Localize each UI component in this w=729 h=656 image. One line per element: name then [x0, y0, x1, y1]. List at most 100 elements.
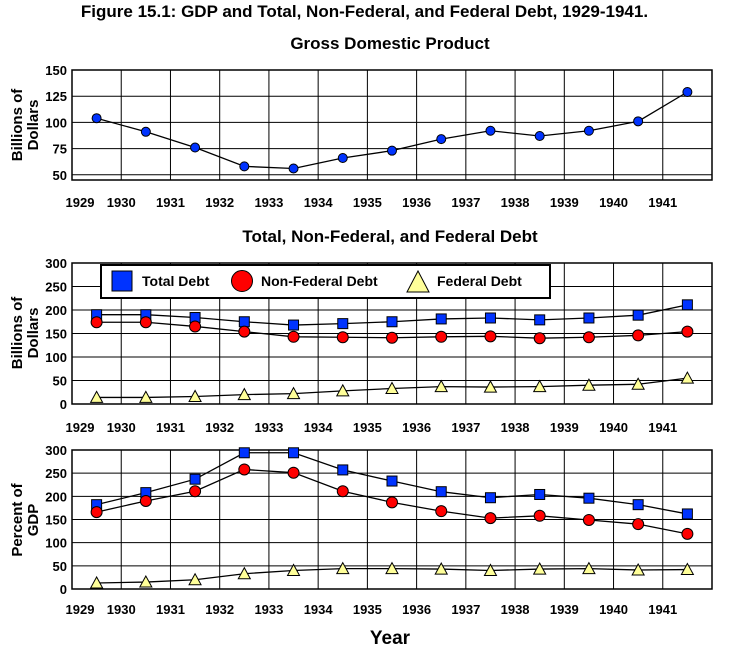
- y-tick-label: 50: [53, 168, 67, 183]
- y-tick-label: 100: [45, 115, 67, 130]
- x-tick-label: 1935: [353, 420, 382, 435]
- data-point-gdp: [436, 134, 447, 145]
- x-axis-title: Year: [369, 628, 411, 649]
- x-tick-label: 1930: [107, 602, 136, 617]
- y-tick-label: 100: [45, 536, 67, 551]
- data-point-gdp: [91, 113, 102, 124]
- y-axis-title-line: Percent of: [9, 482, 26, 556]
- series-total: [91, 447, 693, 520]
- y-tick-label: 200: [45, 303, 67, 318]
- x-tick-label: 1929: [66, 602, 95, 617]
- data-point-federal: [89, 575, 104, 589]
- y-tick-label: 250: [45, 280, 67, 295]
- data-point-federal: [139, 390, 153, 403]
- x-tick-label: 1930: [107, 420, 136, 435]
- data-point-nonfederal: [435, 330, 448, 343]
- x-tick-label: 1933: [254, 602, 283, 617]
- data-point-nonfederal: [386, 496, 398, 509]
- data-point-nonfederal: [90, 316, 103, 329]
- data-point-gdp: [534, 131, 545, 141]
- data-point-federal: [385, 561, 399, 575]
- x-tick-label: 1940: [599, 195, 628, 210]
- data-point-total: [484, 312, 496, 324]
- series-nonfederal: [90, 463, 694, 540]
- x-tick-label: 1934: [304, 420, 334, 435]
- data-point-total: [337, 464, 349, 476]
- x-tick-label: 1938: [501, 195, 530, 210]
- data-point-federal: [237, 566, 252, 580]
- x-tick-label: 1938: [501, 420, 530, 435]
- data-point-nonfederal: [336, 485, 349, 498]
- series-nonfederal: [90, 316, 694, 345]
- x-tick-label: 1934: [304, 602, 334, 617]
- x-tick-label: 1935: [353, 195, 382, 210]
- y-tick-label: 200: [45, 489, 67, 504]
- y-tick-label: 100: [45, 350, 67, 365]
- data-point-total: [681, 299, 693, 311]
- y-tick-label: 150: [45, 327, 67, 342]
- x-tick-label: 1936: [402, 602, 431, 617]
- data-point-total: [386, 475, 398, 487]
- data-point-nonfederal: [435, 505, 448, 518]
- data-point-total: [337, 318, 349, 330]
- x-tick-label: 1938: [501, 602, 530, 617]
- y-axis-title-line: Dollars: [25, 308, 42, 359]
- plot-frame: [71, 69, 713, 181]
- data-point-nonfederal: [189, 485, 202, 498]
- x-tick-label: 1936: [402, 195, 431, 210]
- y-tick-label: 150: [45, 63, 67, 78]
- legend-marker-federal: [406, 269, 430, 293]
- data-point-federal: [286, 563, 301, 576]
- y-axis-title: Billions ofDollars: [9, 88, 42, 162]
- data-point-gdp: [682, 87, 693, 97]
- data-point-nonfederal: [386, 331, 398, 344]
- x-tick-label: 1933: [254, 420, 283, 435]
- y-axis-title-line: Billions of: [9, 88, 26, 162]
- data-point-gdp: [239, 161, 250, 172]
- data-point-federal: [434, 562, 449, 575]
- x-tick-label: 1940: [599, 420, 628, 435]
- y-axis-title-line: Dollars: [25, 100, 42, 151]
- data-point-federal: [582, 561, 596, 575]
- y-tick-label: 250: [45, 466, 67, 481]
- data-point-federal: [483, 380, 498, 393]
- data-point-total: [583, 312, 595, 324]
- chart-panel-2: 0 50 100 150 200 250 300 1929 1930 1931 1932 1933 19…: [9, 256, 713, 435]
- legend-box: [100, 264, 551, 299]
- data-point-total: [632, 499, 644, 511]
- data-point-federal: [385, 381, 399, 394]
- data-point-federal: [335, 561, 350, 575]
- y-tick-label: 0: [60, 582, 67, 597]
- data-point-federal: [582, 378, 596, 391]
- series-federal: [89, 371, 695, 403]
- data-point-federal: [532, 562, 547, 575]
- data-point-federal: [188, 389, 202, 402]
- legend-marker-total: [111, 270, 133, 292]
- data-point-gdp: [337, 153, 348, 163]
- data-point-total: [681, 508, 693, 520]
- data-point-nonfederal: [90, 506, 103, 519]
- y-axis-title-line: GDP: [25, 504, 42, 537]
- y-tick-label: 300: [45, 256, 67, 271]
- x-tick-label: 1939: [550, 420, 579, 435]
- x-tick-label: 1931: [156, 420, 185, 435]
- x-tick-label: 1932: [205, 195, 234, 210]
- x-tick-label: 1936: [402, 420, 431, 435]
- data-point-gdp: [583, 125, 594, 136]
- legend-label-total: Total Debt: [142, 273, 210, 289]
- y-tick-label: 75: [53, 142, 67, 157]
- x-tick-label: 1937: [451, 602, 480, 617]
- data-point-federal: [483, 563, 498, 576]
- data-point-federal: [139, 575, 153, 588]
- x-tick-label: 1931: [156, 602, 185, 617]
- data-point-federal: [532, 379, 547, 393]
- data-point-nonfederal: [681, 527, 694, 540]
- data-point-nonfederal: [139, 494, 152, 507]
- data-point-gdp: [387, 145, 397, 156]
- legend-label-federal: Federal Debt: [437, 273, 522, 289]
- data-point-nonfederal: [632, 329, 645, 342]
- data-point-federal: [335, 383, 350, 397]
- data-point-federal: [631, 562, 645, 576]
- data-point-federal: [680, 371, 695, 384]
- x-tick-label: 1941: [648, 195, 677, 210]
